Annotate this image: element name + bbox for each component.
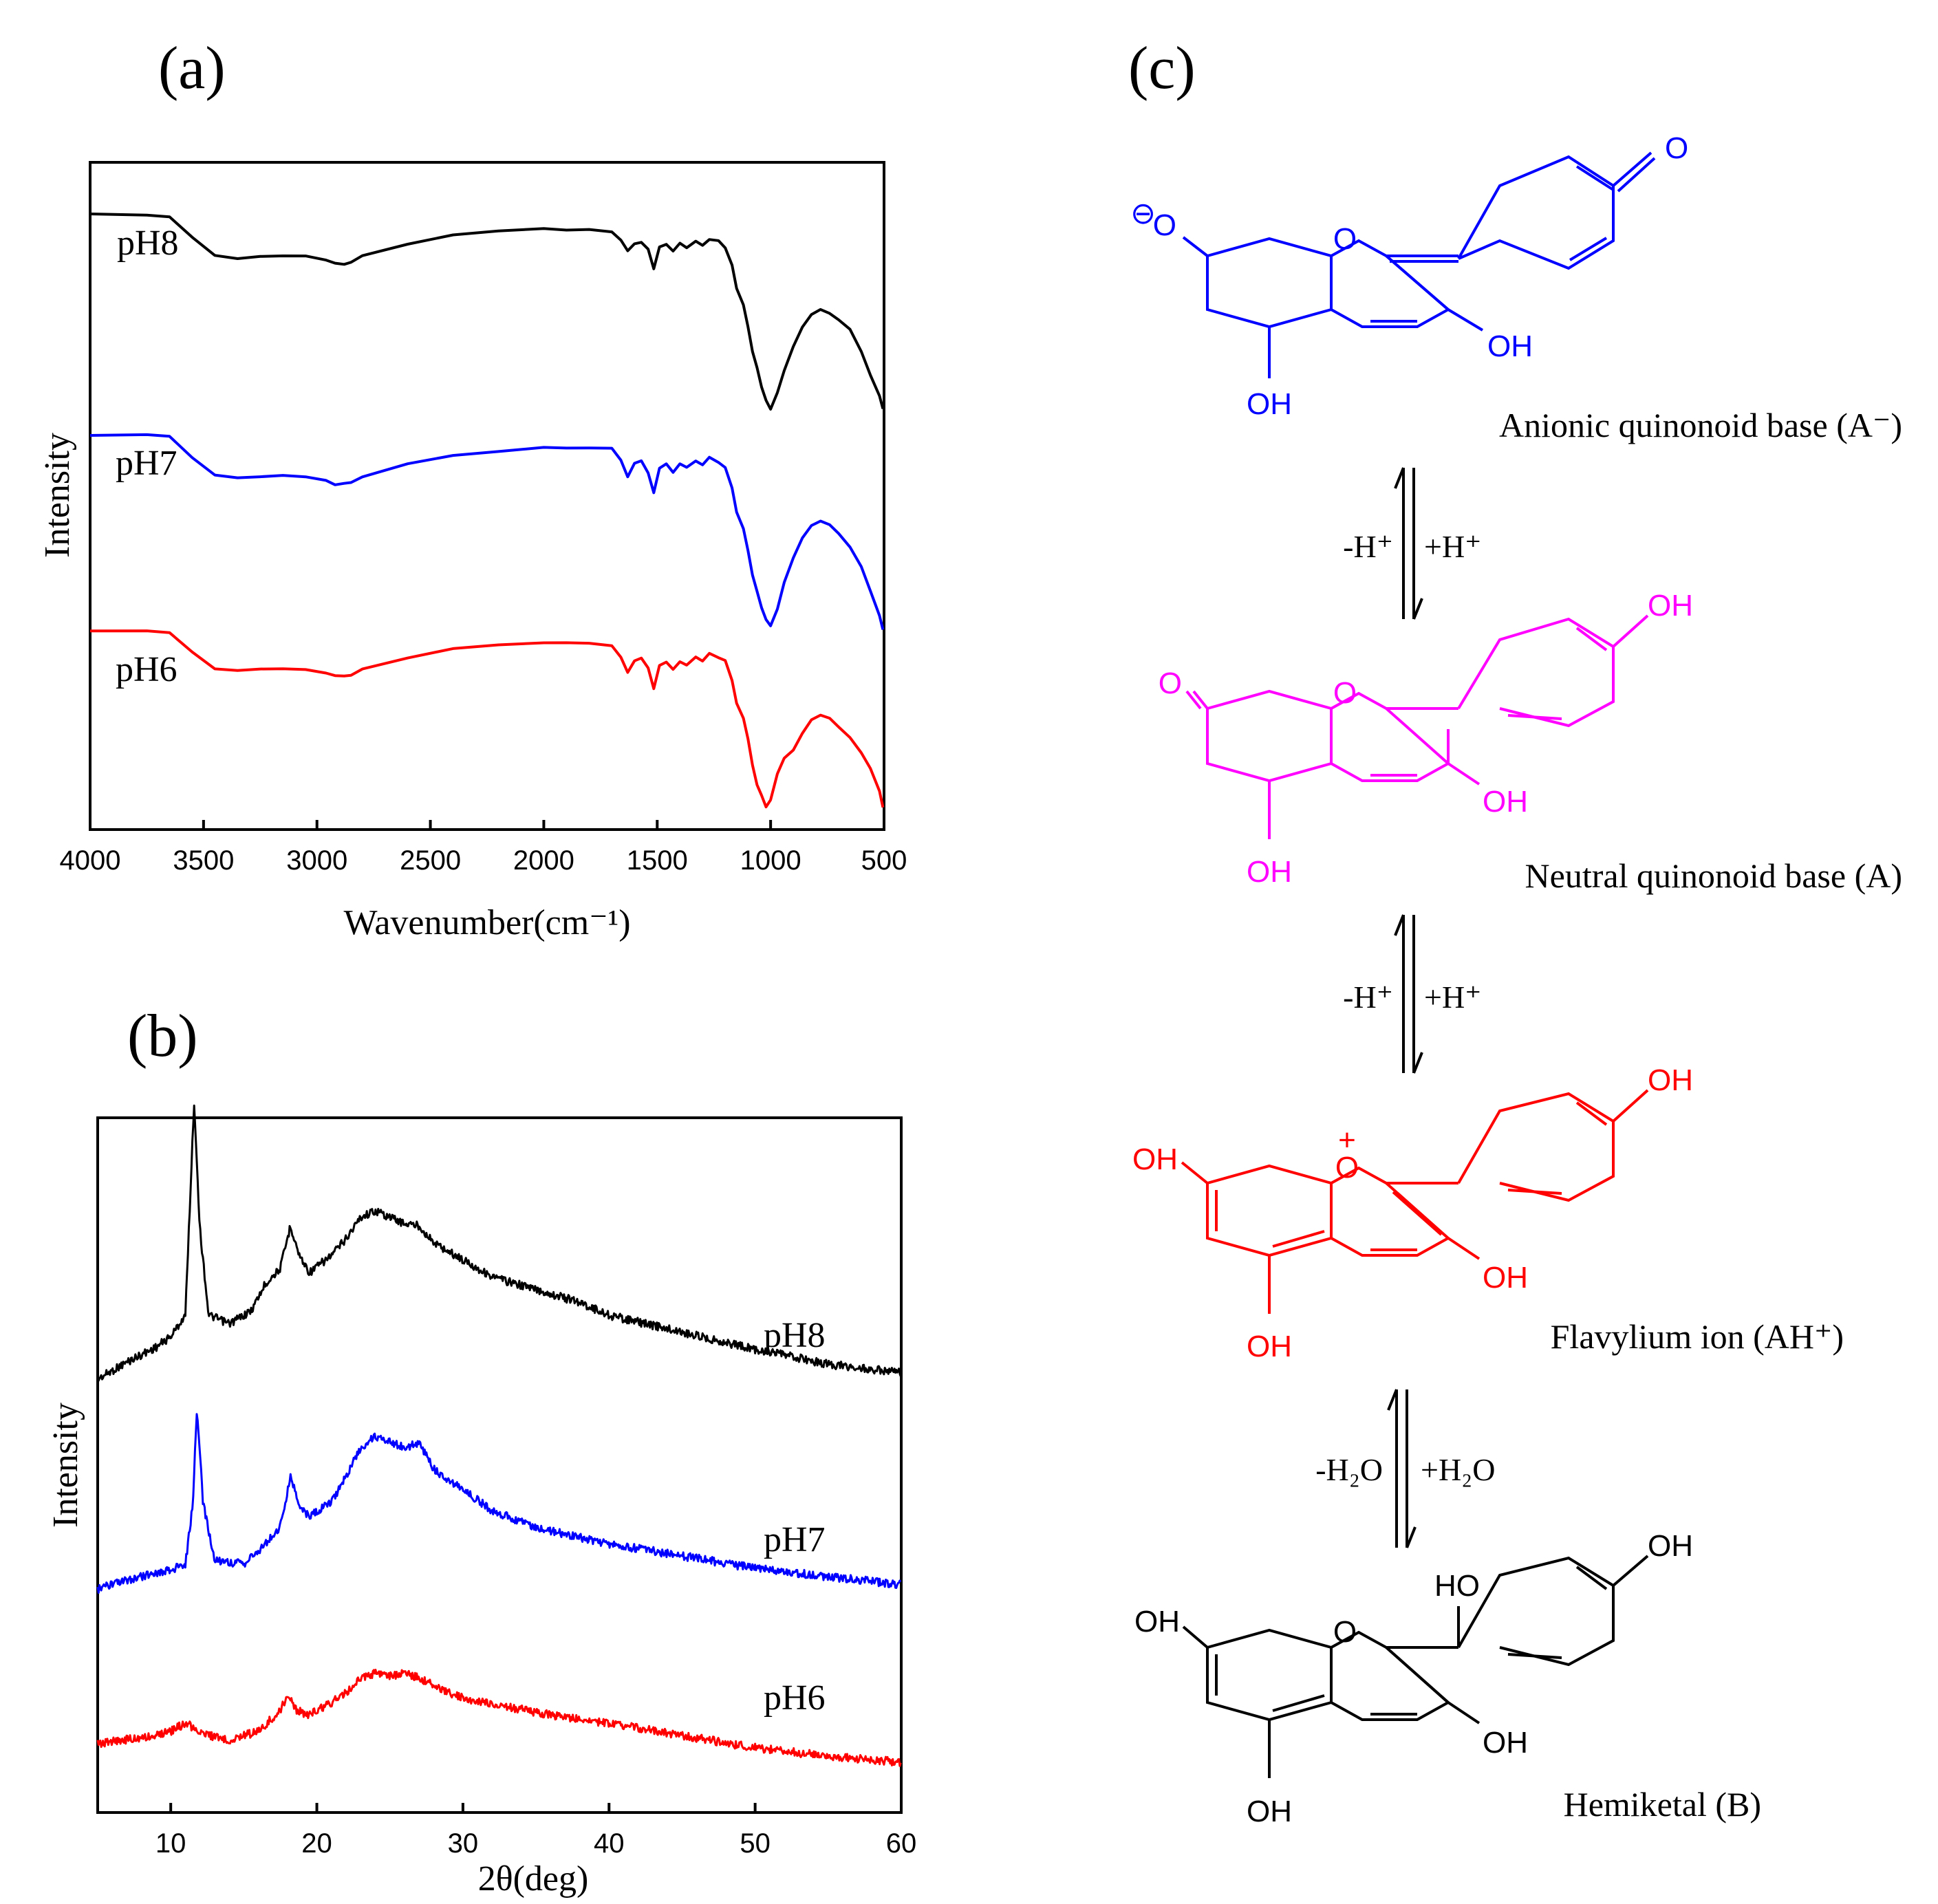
equilibrium-3-right-label: +H₂O <box>1421 1452 1495 1487</box>
molecule-hemiketal-atoms: O OH HO OH OH OH <box>1134 1529 1693 1828</box>
hemiketal-ho2: HO <box>1434 1569 1480 1603</box>
molecule-neutral-atoms: O O OH OH OH <box>1159 589 1693 889</box>
ftir-x-ticks: 4000 3500 3000 2500 2000 1500 1000 500 <box>60 820 907 876</box>
neutral-ring-o: O <box>1333 676 1357 710</box>
hemiketal-oh5: OH <box>1247 1795 1292 1828</box>
ftir-x-axis-label: Wavenumber(cm⁻¹) <box>343 903 630 942</box>
ftir-x-tick-label: 3000 <box>286 845 347 876</box>
equilibrium-3-left-label: -H₂O <box>1315 1452 1383 1487</box>
xrd-y-axis-label: Intensity <box>46 1403 85 1528</box>
ftir-plot-frame <box>89 161 885 831</box>
anthocyanin-scheme: (c) O O O ⊖ OH OH Anionic quinonoid <box>1128 35 1902 1828</box>
panel-label-a: (a) <box>158 35 226 102</box>
xrd-x-tick-label: 40 <box>594 1828 625 1859</box>
xrd-x-ticks: 10 20 30 40 50 60 <box>155 1803 916 1859</box>
ftir-chart: (a) 4000 3500 3000 2500 2000 1500 1000 500 pH8 … <box>38 35 907 942</box>
anionic-ring-o: O <box>1333 222 1357 256</box>
ftir-legend-ph6: pH6 <box>116 650 177 689</box>
xrd-x-tick-label: 60 <box>886 1828 917 1859</box>
ftir-x-tick-label: 1000 <box>740 845 801 876</box>
hemiketal-oh4p: OH <box>1648 1529 1693 1563</box>
xrd-plot-frame <box>96 1116 903 1814</box>
xrd-series-lines <box>96 1104 902 1767</box>
ftir-legend-ph8: pH8 <box>117 224 179 263</box>
equilibrium-1-left-label: -H⁺ <box>1343 529 1393 564</box>
anionic-oh3: OH <box>1487 329 1533 363</box>
xrd-x-axis-label: 2θ(deg) <box>478 1859 589 1898</box>
neutral-oh5: OH <box>1247 855 1292 889</box>
xrd-legend-ph7: pH7 <box>764 1520 826 1559</box>
equilibrium-arrow-2 <box>1394 914 1423 1074</box>
molecule-anionic-atoms: O O O ⊖ OH OH <box>1130 131 1688 421</box>
ftir-y-axis-label: Intensity <box>38 433 77 558</box>
flavylium-ring-o: O <box>1335 1151 1359 1184</box>
hemiketal-oh3: OH <box>1483 1726 1528 1760</box>
xrd-series-pH6 <box>96 1669 902 1767</box>
ftir-x-tick-label: 2000 <box>513 845 574 876</box>
neutral-oh3: OH <box>1483 785 1528 819</box>
neutral-oh4p: OH <box>1648 589 1693 623</box>
ftir-series-pH8 <box>89 213 885 411</box>
molecule-hemiketal <box>1182 1555 1649 1778</box>
equilibrium-arrow-3 <box>1387 1389 1417 1548</box>
xrd-x-tick-label: 10 <box>155 1828 186 1859</box>
xrd-chart: (b) 10 20 30 40 50 60 pH8 pH7 pH6 2θ(deg) Int… <box>46 1003 916 1898</box>
molecule-flavylium-atoms: O + OH OH OH OH <box>1132 1063 1693 1363</box>
anionic-carbonyl-o: O <box>1665 131 1688 165</box>
hemiketal-oh7: OH <box>1134 1605 1180 1638</box>
neutral-carbonyl-o: O <box>1159 667 1182 700</box>
flavylium-charge-icon: + <box>1338 1123 1356 1157</box>
flavylium-oh7: OH <box>1132 1143 1178 1176</box>
ftir-x-tick-label: 3500 <box>173 845 234 876</box>
xrd-x-tick-label: 30 <box>448 1828 479 1859</box>
flavylium-oh4p: OH <box>1648 1063 1693 1097</box>
flavylium-oh3: OH <box>1483 1261 1528 1295</box>
ftir-x-tick-label: 2500 <box>400 845 461 876</box>
ftir-x-tick-label: 1500 <box>627 845 688 876</box>
xrd-series-pH8 <box>96 1104 902 1382</box>
ftir-series-pH6 <box>89 629 885 809</box>
xrd-series-pH7 <box>96 1413 902 1594</box>
ftir-x-tick-label: 500 <box>861 845 907 876</box>
species-label-anionic: Anionic quinonoid base (A⁻) <box>1499 406 1902 444</box>
xrd-legend-ph6: pH6 <box>764 1678 826 1718</box>
equilibrium-arrow-1 <box>1394 467 1423 620</box>
xrd-x-tick-label: 20 <box>301 1828 332 1859</box>
species-label-neutral: Neutral quinonoid base (A) <box>1525 856 1902 895</box>
equilibrium-2-left-label: -H⁺ <box>1343 980 1393 1015</box>
molecule-flavylium <box>1181 1089 1649 1314</box>
ftir-series-lines <box>89 213 885 809</box>
panel-label-c: (c) <box>1128 35 1196 102</box>
equilibrium-1-right-label: +H⁺ <box>1424 529 1481 564</box>
panel-label-b: (b) <box>127 1003 198 1070</box>
anionic-oh5: OH <box>1247 387 1292 421</box>
hemiketal-ring-o: O <box>1333 1615 1357 1649</box>
xrd-x-tick-label: 50 <box>740 1828 771 1859</box>
ftir-x-tick-label: 4000 <box>60 845 121 876</box>
molecule-anionic-quinonoid <box>1182 151 1656 378</box>
species-label-hemiketal: Hemiketal (B) <box>1564 1785 1761 1824</box>
molecule-neutral-quinonoid <box>1185 614 1649 839</box>
flavylium-oh5: OH <box>1247 1330 1292 1363</box>
ftir-series-pH7 <box>89 433 885 630</box>
ftir-legend-ph7: pH7 <box>116 444 177 483</box>
equilibrium-2-right-label: +H⁺ <box>1424 980 1481 1015</box>
species-label-flavylium: Flavylium ion (AH⁺) <box>1551 1317 1844 1356</box>
anionic-phenoxide-o: O <box>1153 208 1176 242</box>
xrd-legend-ph8: pH8 <box>764 1316 826 1355</box>
anionic-charge-icon: ⊖ <box>1130 197 1156 230</box>
